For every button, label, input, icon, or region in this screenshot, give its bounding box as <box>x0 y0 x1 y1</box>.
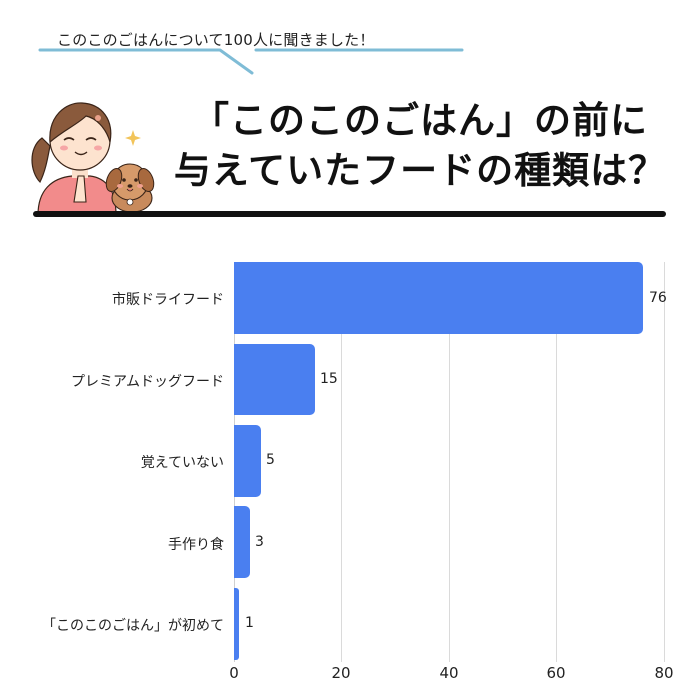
category-label: 手作り食 <box>168 537 224 553</box>
title-underline <box>33 211 666 217</box>
gridline-60 <box>556 262 557 662</box>
category-label: 「このこのごはん」が初めて <box>42 618 224 634</box>
value-label: 15 <box>320 371 338 387</box>
x-tick-label: 20 <box>331 664 351 682</box>
horizontal-bar-chart: 0 20 40 60 80 市販ドライフード 76 プレミアムドッグフード 15… <box>0 240 700 700</box>
bar <box>234 262 643 334</box>
x-tick-label: 80 <box>654 664 674 682</box>
woman-and-dog-illustration <box>31 102 155 215</box>
bar <box>234 588 239 660</box>
page-title: 「このこのごはん」の前に 与えていたフードの種類は？ <box>160 96 680 196</box>
x-tick-label: 0 <box>229 664 239 682</box>
title-line-1: 「このこのごはん」の前に <box>192 99 648 142</box>
survey-subtitle: このこのごはんについて100人に聞きました！ <box>57 31 375 49</box>
category-label: プレミアムドッグフード <box>70 374 224 390</box>
value-label: 76 <box>649 290 667 306</box>
title-line-2: 与えていたフードの種類は？ <box>173 149 667 192</box>
bar <box>234 344 315 415</box>
value-label: 3 <box>255 534 264 550</box>
category-label: 市販ドライフード <box>112 292 224 308</box>
gridline-20 <box>341 262 342 662</box>
x-tick-label: 40 <box>439 664 459 682</box>
category-label: 覚えていない <box>140 455 224 471</box>
bar <box>234 506 250 578</box>
gridline-80 <box>664 262 665 662</box>
bar <box>234 425 261 497</box>
speech-bubble-underline <box>38 48 464 75</box>
gridline-40 <box>449 262 450 662</box>
x-tick-label: 60 <box>546 664 566 682</box>
value-label: 1 <box>245 615 254 631</box>
value-label: 5 <box>266 452 275 468</box>
